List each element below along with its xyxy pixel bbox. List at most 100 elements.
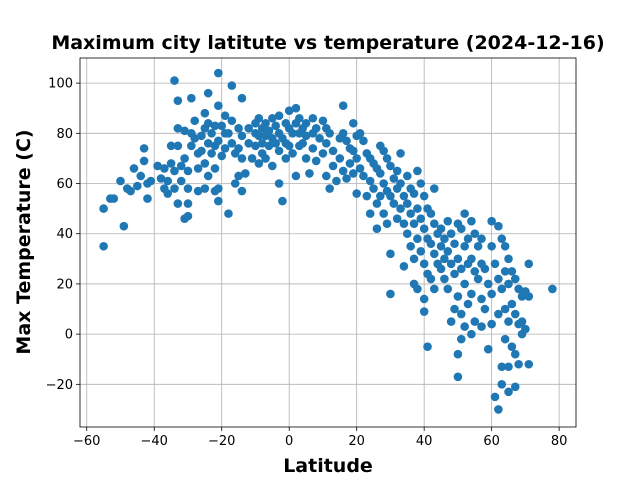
data-point xyxy=(456,309,466,319)
data-point xyxy=(284,106,294,116)
data-point xyxy=(163,189,173,198)
data-point xyxy=(365,176,375,186)
data-point xyxy=(322,139,331,148)
data-point xyxy=(328,161,338,171)
data-point xyxy=(359,171,368,181)
data-point xyxy=(203,118,213,128)
data-point xyxy=(349,118,358,128)
data-point xyxy=(183,211,193,221)
data-point xyxy=(338,101,348,110)
data-point xyxy=(234,171,243,181)
data-point xyxy=(460,279,469,289)
data-point xyxy=(227,116,237,126)
data-point xyxy=(409,254,419,264)
x-axis-label: Latitude xyxy=(283,455,373,477)
data-point xyxy=(497,284,507,294)
data-point xyxy=(392,166,402,176)
data-point xyxy=(207,129,216,138)
data-point xyxy=(224,209,233,218)
data-point xyxy=(156,174,166,183)
data-point xyxy=(413,204,422,213)
data-point xyxy=(497,362,507,372)
data-point xyxy=(429,249,439,259)
data-point xyxy=(453,292,463,301)
data-point xyxy=(507,342,517,351)
data-point xyxy=(524,259,534,269)
data-point xyxy=(288,149,297,158)
y-tick-label: 40 xyxy=(56,227,73,242)
data-point xyxy=(379,179,388,188)
data-point xyxy=(359,136,368,146)
data-point xyxy=(349,146,358,156)
data-point xyxy=(301,118,311,128)
data-point xyxy=(254,159,264,168)
data-point xyxy=(443,246,453,256)
data-point xyxy=(413,284,422,294)
data-point xyxy=(443,216,453,226)
data-point xyxy=(268,113,277,123)
data-point xyxy=(220,111,230,121)
data-point xyxy=(409,219,419,228)
data-point xyxy=(436,224,446,233)
data-point xyxy=(139,144,149,153)
data-point xyxy=(436,264,446,274)
data-point xyxy=(396,204,405,213)
data-point xyxy=(483,279,493,289)
data-point xyxy=(487,289,496,299)
data-point xyxy=(244,123,254,133)
data-point xyxy=(176,161,186,171)
data-point xyxy=(318,116,328,126)
data-point xyxy=(406,209,415,218)
data-point xyxy=(328,146,338,156)
data-point xyxy=(470,317,480,326)
data-point xyxy=(504,387,513,397)
y-tick-label: −20 xyxy=(46,378,73,393)
data-point xyxy=(234,144,243,153)
data-point xyxy=(460,322,469,331)
data-point xyxy=(163,176,173,186)
data-point xyxy=(193,164,203,173)
data-point xyxy=(109,194,119,203)
data-point xyxy=(500,241,510,251)
data-point xyxy=(183,199,193,208)
x-axis-ticks: −60 −40 −20 0 20 40 60 80 xyxy=(73,427,567,449)
data-point xyxy=(143,194,152,203)
data-point xyxy=(133,181,142,191)
data-point xyxy=(190,134,200,143)
data-point xyxy=(224,129,233,138)
data-point xyxy=(446,259,456,269)
data-point xyxy=(399,191,409,201)
data-point xyxy=(342,174,351,183)
x-tick-label: −20 xyxy=(208,434,235,449)
data-point xyxy=(352,189,361,198)
data-point xyxy=(416,179,426,188)
data-point xyxy=(183,184,193,193)
data-point xyxy=(487,241,496,251)
y-axis-label: Max Temperature (C) xyxy=(13,129,35,354)
data-point xyxy=(386,191,395,201)
data-point xyxy=(521,324,530,334)
data-point xyxy=(318,149,328,158)
data-point xyxy=(453,372,463,382)
data-point xyxy=(429,184,439,193)
data-point xyxy=(463,234,473,244)
data-point xyxy=(483,344,493,354)
data-point xyxy=(429,219,439,228)
data-point xyxy=(227,81,237,90)
data-point xyxy=(470,267,480,276)
data-point xyxy=(477,294,486,304)
data-point xyxy=(413,234,422,244)
data-point xyxy=(180,154,189,163)
data-point xyxy=(200,184,210,193)
data-point xyxy=(494,405,503,414)
data-point xyxy=(180,126,189,136)
data-point xyxy=(548,284,557,294)
data-point xyxy=(429,284,439,294)
data-point xyxy=(207,149,216,158)
data-point xyxy=(214,101,223,110)
data-point xyxy=(389,174,399,183)
x-tick-label: 0 xyxy=(285,434,293,449)
data-point xyxy=(119,221,129,231)
data-point xyxy=(203,171,213,181)
y-tick-label: 0 xyxy=(65,328,73,343)
